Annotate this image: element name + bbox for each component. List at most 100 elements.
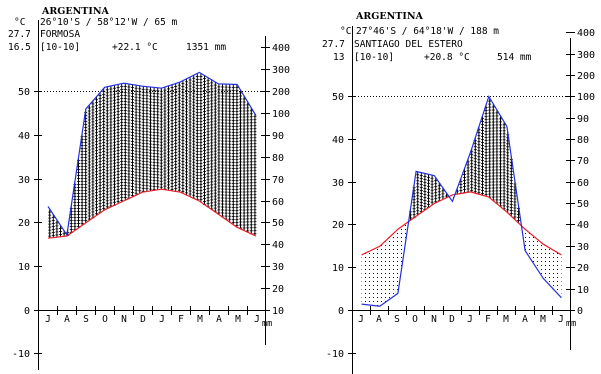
dry-period-shading [529, 232, 532, 260]
dry-period-shading [361, 254, 364, 305]
right-axis-ticks: 400 300 200 100 90 80 70 60 50 40 30 20 … [566, 28, 595, 329]
climate-diagram-santiago-del-estero: ARGENTINA °C 27°46'S / 64°18'W / 188 m 2… [322, 11, 595, 374]
annual-precip-label: 514 mm [497, 52, 532, 63]
dry-period-shading [375, 247, 377, 306]
dry-period-shading [384, 240, 386, 304]
temperature-line [47, 188, 257, 239]
dry-period-shading [400, 225, 403, 274]
left-tick-label: 10 [18, 262, 30, 273]
dry-period-shading [546, 245, 548, 284]
mean-temp-label: +20.8 °C [424, 52, 470, 63]
dry-period-shading [540, 241, 542, 277]
dry-period-shading [544, 245, 547, 282]
dry-period-shading [552, 249, 554, 290]
month-label: N [121, 314, 127, 325]
dry-period-shading [394, 230, 397, 296]
right-tick-label: 200 [272, 87, 290, 98]
dry-period-shading [538, 240, 541, 274]
dry-period-shading [556, 252, 559, 295]
left-tick-label: 10 [332, 263, 344, 274]
annual-precip-label: 1351 mm [186, 42, 226, 53]
left-tick-label: 0 [24, 306, 30, 317]
left-tick-label: 30 [18, 175, 30, 186]
station-name: SANTIAGO DEL ESTERO [354, 39, 463, 50]
month-label: J [254, 314, 260, 325]
left-tick-label: 20 [18, 218, 30, 229]
month-label: O [102, 314, 108, 325]
month-label: A [522, 314, 528, 325]
dry-period-shading [387, 237, 389, 301]
max-temp-label: 27.7 [8, 29, 31, 40]
left-tick-label: 20 [332, 220, 344, 231]
right-tick-label: 90 [272, 131, 284, 142]
dry-period-shading [526, 230, 529, 256]
dry-period-shading [541, 242, 544, 279]
dry-period-shading [559, 253, 562, 298]
dry-period-shading [558, 253, 560, 297]
right-tick-label: 60 [577, 178, 589, 189]
right-tick-label: 70 [577, 156, 589, 167]
precipitation-line [47, 71, 257, 237]
plot-area [47, 71, 257, 239]
month-label: D [140, 314, 146, 325]
month-label: F [178, 314, 184, 325]
right-tick-label: 90 [577, 114, 589, 125]
dry-period-shading [396, 229, 398, 295]
left-tick-label: 50 [18, 87, 30, 98]
dry-period-shading [391, 233, 394, 298]
right-tick-label: 70 [272, 175, 284, 186]
dry-period-shading [397, 228, 400, 294]
station-coords: 26°10'S / 58°12'W / 65 m [40, 17, 178, 28]
right-tick-label: 100 [577, 92, 595, 103]
right-tick-label: 300 [577, 50, 595, 61]
right-tick-label: 300 [272, 65, 290, 76]
left-tick-label: 0 [338, 306, 344, 317]
right-tick-label: 80 [272, 153, 284, 164]
right-tick-label: 50 [577, 199, 589, 210]
temp-unit-label: °C [340, 26, 351, 37]
month-label: A [216, 314, 222, 325]
dry-period-shading [385, 239, 388, 302]
dry-period-shading [393, 232, 395, 297]
period-label: [10-10] [354, 52, 394, 63]
month-label: J [159, 314, 165, 325]
temperature-line [361, 191, 562, 256]
left-tick-label: 30 [332, 178, 344, 189]
dry-period-shading [364, 252, 367, 305]
right-tick-label: 0 [577, 306, 583, 317]
dry-period-shading [550, 248, 553, 289]
dry-period-shading [543, 244, 545, 281]
right-tick-label: 400 [577, 28, 595, 39]
left-axis-ticks: 50 40 30 20 10 0 -10 [326, 92, 356, 360]
left-axis-ticks: 50 40 30 20 10 0 -10 [12, 87, 42, 360]
right-tick-label: 10 [577, 285, 589, 296]
max-temp-label: 27.7 [322, 39, 345, 50]
month-label: S [83, 314, 89, 325]
dry-period-shading [367, 251, 370, 305]
dry-period-shading [372, 249, 374, 306]
right-tick-label: 60 [272, 197, 284, 208]
dry-period-shading [532, 235, 535, 265]
month-label: M [540, 314, 546, 325]
right-axis-ticks: 400 300 200 100 90 80 70 60 50 40 30 20 … [261, 43, 290, 329]
min-temp-label: 16.5 [8, 42, 31, 53]
precip-unit-label: mm [566, 319, 576, 329]
dry-period-shading [537, 239, 539, 272]
dry-period-shading [370, 249, 373, 306]
month-separators [57, 306, 248, 315]
plot-area [361, 95, 562, 307]
month-label: J [45, 314, 51, 325]
month-label: F [485, 314, 491, 325]
min-temp-label: 13 [333, 52, 344, 63]
dry-period-shading [531, 234, 533, 263]
month-label: M [503, 314, 509, 325]
dry-period-shading [525, 229, 527, 253]
right-tick-label: 20 [577, 263, 589, 274]
month-separators [370, 306, 553, 315]
month-label: A [376, 314, 382, 325]
left-tick-label: -10 [326, 349, 344, 360]
month-label: A [64, 314, 70, 325]
month-label: S [394, 314, 400, 325]
dry-period-shading [534, 236, 536, 267]
right-tick-label: 400 [272, 43, 290, 54]
